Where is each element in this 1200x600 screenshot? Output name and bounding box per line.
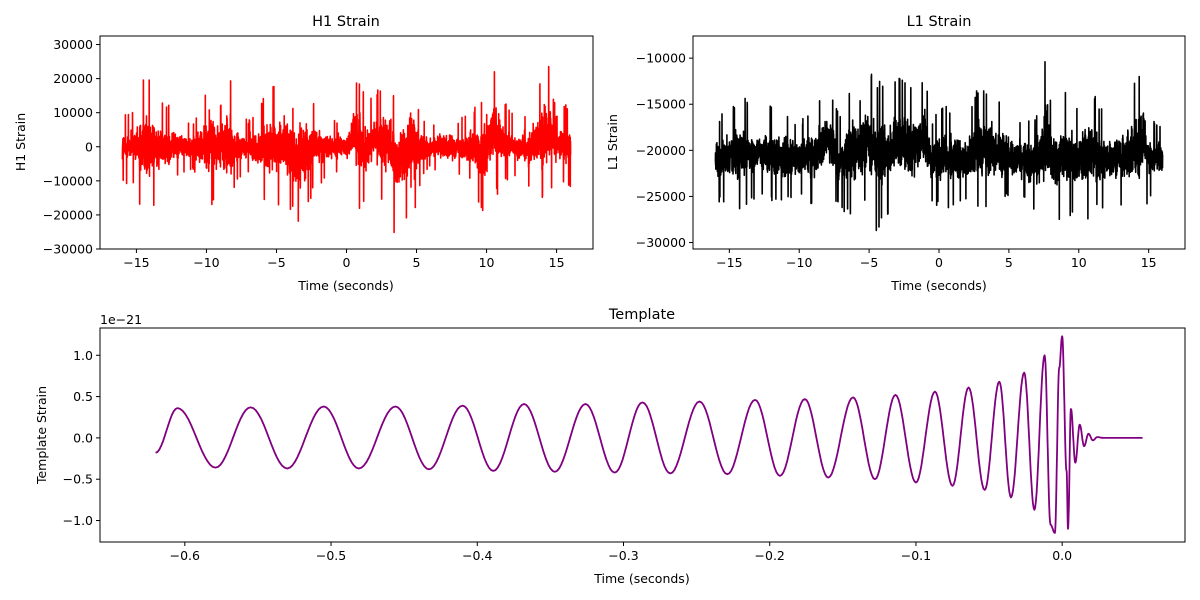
y-tick-label: −30000	[636, 235, 686, 250]
x-tick-label: 0	[343, 255, 351, 270]
x-tick-label: −0.4	[462, 548, 492, 563]
y-tick-label: −30000	[43, 242, 93, 257]
x-tick-label: −10	[193, 255, 219, 270]
h1-series-line	[121, 65, 572, 234]
l1-y-axis-label: L1 Strain	[605, 114, 620, 170]
template-axes-frame	[99, 327, 1186, 543]
y-tick-label: 30000	[53, 37, 93, 52]
template-title: Template	[608, 307, 675, 323]
h1-x-ticks: −15 −10 −5 0 5 10 15	[123, 249, 565, 270]
l1-title: L1 Strain	[907, 14, 972, 30]
y-tick-label: 0.5	[73, 389, 93, 404]
l1-strain-panel: L1 Strain −15 −10 −5 0 5 10 15 −30000 −25000 −20…	[605, 14, 1186, 293]
x-tick-label: 5	[413, 255, 421, 270]
template-x-axis-label: Time (seconds)	[593, 571, 689, 586]
x-tick-label: 10	[1071, 255, 1087, 270]
y-tick-label: −15000	[636, 97, 686, 112]
y-tick-label: −10000	[636, 51, 686, 66]
x-tick-label: −0.6	[170, 548, 200, 563]
y-tick-label: 10000	[53, 105, 93, 120]
x-tick-label: −5	[860, 255, 878, 270]
x-tick-label: −0.2	[755, 548, 785, 563]
h1-y-ticks: −30000 −20000 −10000 0 10000 20000 30000	[43, 37, 100, 257]
h1-title: H1 Strain	[312, 14, 380, 30]
l1-y-ticks: −30000 −25000 −20000 −15000 −10000	[636, 51, 693, 250]
y-tick-label: −10000	[43, 173, 93, 188]
h1-strain-line	[121, 65, 572, 234]
l1-x-ticks: −15 −10 −5 0 5 10 15	[716, 249, 1157, 270]
template-series-line	[155, 335, 1143, 534]
x-tick-label: −0.5	[316, 548, 346, 563]
x-tick-label: 15	[1141, 255, 1157, 270]
y-tick-label: 0	[85, 139, 93, 154]
template-y-axis-label: Template Strain	[34, 386, 49, 485]
x-tick-label: −0.1	[901, 548, 931, 563]
template-panel: Template 1e−21 −0.6 −0.5 −0.4 −0.3 −0.2 −0.1 0…	[34, 307, 1186, 586]
h1-y-axis-label: H1 Strain	[13, 113, 28, 171]
y-tick-label: 0.0	[73, 430, 93, 445]
x-tick-label: −10	[786, 255, 812, 270]
x-tick-label: −15	[716, 255, 742, 270]
x-tick-label: −0.3	[608, 548, 638, 563]
x-tick-label: 0.0	[1052, 548, 1072, 563]
x-tick-label: −15	[123, 255, 149, 270]
l1-series-line	[714, 60, 1164, 232]
y-tick-label: 20000	[53, 71, 93, 86]
template-x-ticks: −0.6 −0.5 −0.4 −0.3 −0.2 −0.1 0.0	[170, 542, 1072, 563]
y-tick-label: −20000	[43, 207, 93, 222]
x-tick-label: 0	[935, 255, 943, 270]
l1-x-axis-label: Time (seconds)	[890, 278, 986, 293]
x-tick-label: 5	[1005, 255, 1013, 270]
x-tick-label: 10	[479, 255, 495, 270]
template-y-ticks: −1.0 −0.5 0.0 0.5 1.0	[63, 348, 100, 528]
x-tick-label: −5	[267, 255, 285, 270]
template-strain-line	[155, 335, 1143, 534]
x-tick-label: 15	[549, 255, 565, 270]
template-offset-text: 1e−21	[100, 312, 142, 327]
y-tick-label: −1.0	[63, 513, 93, 528]
l1-strain-line	[714, 60, 1164, 232]
y-tick-label: −20000	[636, 143, 686, 158]
y-tick-label: −25000	[636, 189, 686, 204]
y-tick-label: −0.5	[63, 472, 93, 487]
h1-x-axis-label: Time (seconds)	[297, 278, 393, 293]
h1-strain-panel: H1 Strain −15 −10 −5 0 5 10 15 −30000 −20000 −10…	[13, 14, 594, 293]
y-tick-label: 1.0	[73, 348, 93, 363]
